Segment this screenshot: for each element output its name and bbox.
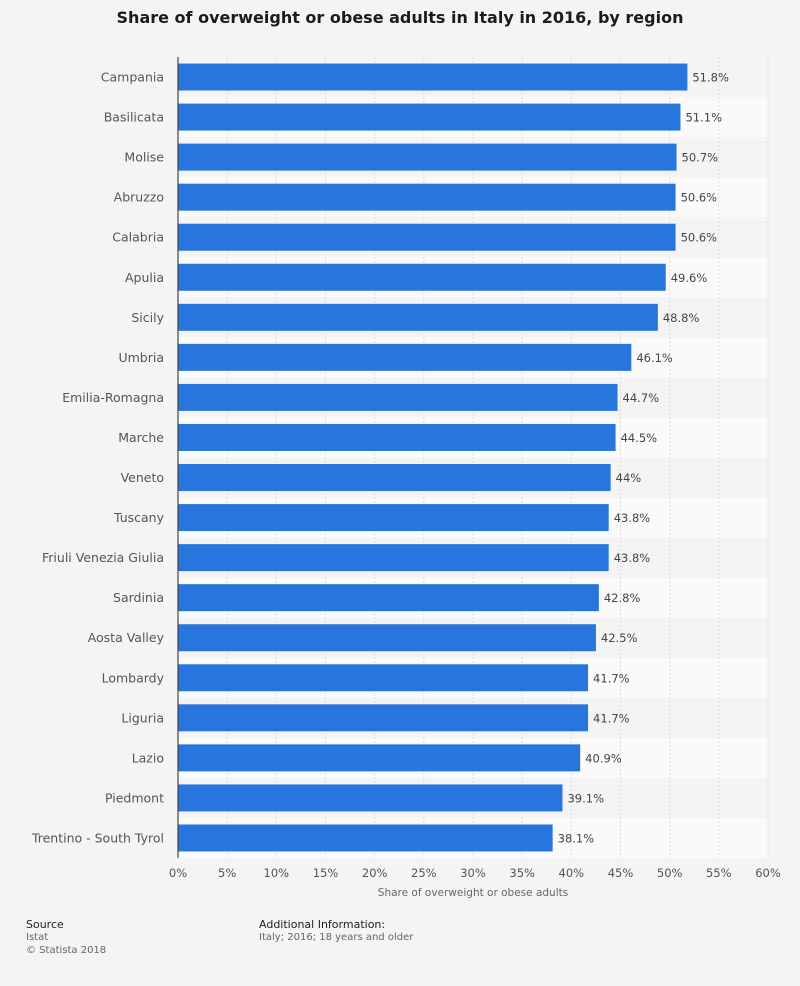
x-tick-label: 55% [706, 866, 732, 880]
value-label: 44% [616, 471, 642, 485]
value-label: 41.7% [593, 711, 630, 725]
category-label: Emilia-Romagna [62, 390, 164, 405]
bar[interactable] [178, 183, 676, 211]
category-label: Trentino - South Tyrol [31, 830, 164, 845]
value-label: 39.1% [567, 791, 604, 805]
category-label: Umbria [118, 350, 164, 365]
x-tick-label: 60% [755, 866, 781, 880]
category-label: Aosta Valley [88, 630, 165, 645]
category-label: Lombardy [102, 670, 165, 685]
value-label: 51.8% [692, 71, 729, 85]
bar[interactable] [178, 544, 609, 572]
additional-info-heading: Additional Information: [259, 918, 386, 931]
x-tick-label: 5% [218, 866, 236, 880]
bar[interactable] [178, 103, 681, 131]
chart-title: Share of overweight or obese adults in I… [116, 8, 684, 27]
category-label: Tuscany [113, 510, 165, 525]
source-block: Source Istat © Statista 2018 [26, 918, 106, 957]
bar[interactable] [178, 383, 618, 411]
category-label: Liguria [121, 710, 164, 725]
bars [178, 63, 688, 852]
x-tick-label: 40% [559, 866, 585, 880]
value-label: 50.6% [681, 191, 718, 205]
additional-info-text: Italy; 2016; 18 years and older [259, 932, 414, 943]
value-label: 50.7% [682, 151, 719, 165]
x-tick-label: 15% [313, 866, 339, 880]
bar[interactable] [178, 744, 581, 772]
bar[interactable] [178, 624, 596, 652]
category-label: Veneto [121, 470, 164, 485]
category-label: Abruzzo [114, 190, 164, 205]
value-label: 43.8% [614, 511, 651, 525]
x-axis-label: Share of overweight or obese adults [378, 887, 568, 899]
bar[interactable] [178, 784, 563, 812]
value-label: 51.1% [685, 111, 722, 125]
category-label: Campania [101, 70, 164, 85]
source-heading: Source [26, 918, 64, 931]
bar[interactable] [178, 223, 676, 251]
value-label: 49.6% [671, 271, 708, 285]
category-labels: Campania Basilicata Molise Abruzzo Calabria A… [31, 70, 165, 846]
x-tick-label: 20% [362, 866, 388, 880]
value-label: 44.7% [623, 391, 660, 405]
bar[interactable] [178, 704, 589, 732]
value-label: 46.1% [636, 351, 673, 365]
x-tick-label: 35% [509, 866, 535, 880]
value-label: 41.7% [593, 671, 630, 685]
bar[interactable] [178, 464, 611, 492]
value-label: 40.9% [585, 751, 622, 765]
value-label: 43.8% [614, 551, 651, 565]
category-label: Calabria [112, 230, 164, 245]
bar[interactable] [178, 343, 632, 371]
x-tick-label: 45% [608, 866, 634, 880]
category-label: Piedmont [105, 790, 164, 805]
category-label: Lazio [132, 750, 164, 765]
category-label: Molise [124, 150, 164, 165]
bar[interactable] [178, 303, 658, 331]
category-label: Sicily [131, 310, 164, 325]
value-label: 50.6% [681, 231, 718, 245]
bar[interactable] [178, 423, 616, 451]
category-label: Marche [118, 430, 164, 445]
value-label: 38.1% [558, 831, 595, 845]
value-label: 42.8% [604, 591, 641, 605]
bar[interactable] [178, 263, 666, 291]
x-tick-label: 25% [411, 866, 437, 880]
bar[interactable] [178, 664, 589, 692]
bar[interactable] [178, 63, 688, 91]
category-label: Apulia [125, 270, 164, 285]
x-tick-label: 30% [460, 866, 486, 880]
bar[interactable] [178, 584, 599, 612]
value-label: 44.5% [621, 431, 658, 445]
x-tick-label: 10% [264, 866, 290, 880]
copyright: © Statista 2018 [26, 945, 107, 956]
bar[interactable] [178, 824, 553, 852]
value-label: 48.8% [663, 311, 700, 325]
x-tick-label: 0% [169, 866, 187, 880]
category-label: Basilicata [104, 110, 164, 125]
source-name: Istat [26, 932, 49, 943]
bar[interactable] [178, 504, 609, 532]
bar[interactable] [178, 143, 677, 171]
category-label: Sardinia [113, 590, 164, 605]
value-labels: 51.8% 51.1% 50.7% 50.6% 50.6% 49.6% 48.8% 46.1%… [558, 71, 729, 846]
x-tick-labels: 0% 5% 10% 15% 20% 25% 30% 35% 40% 45% 50% 55% 60% [169, 866, 781, 880]
additional-info-block: Additional Information: Italy; 2016; 18 … [259, 918, 413, 944]
category-label: Friuli Venezia Giulia [42, 550, 164, 565]
value-label: 42.5% [601, 631, 638, 645]
x-tick-label: 50% [657, 866, 683, 880]
